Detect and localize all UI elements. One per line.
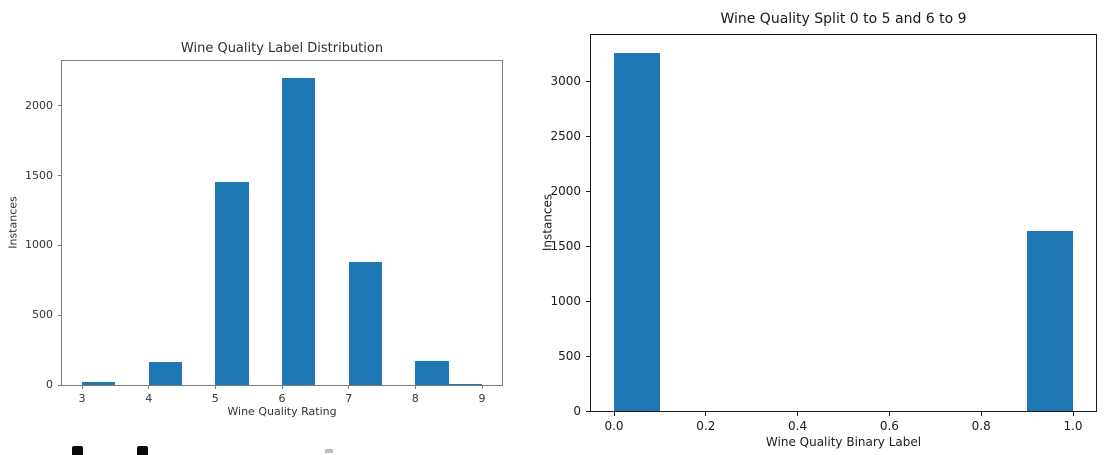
cropped-text-artifact bbox=[137, 446, 148, 455]
histogram-bar bbox=[415, 360, 449, 385]
x-axis-tick-mark bbox=[81, 386, 83, 389]
x-axis-tick-label: 0.8 bbox=[971, 419, 991, 433]
x-axis-tick-label: 7 bbox=[345, 392, 353, 405]
cropped-text-artifact bbox=[72, 446, 83, 455]
x-axis-tick-label: 0.6 bbox=[879, 419, 899, 433]
left-chart-title: Wine Quality Label Distribution bbox=[180, 41, 384, 56]
right-chart-x-axis-label: Wine Quality Binary Label bbox=[765, 435, 922, 449]
y-axis-tick-mark bbox=[58, 244, 61, 246]
y-axis-tick-label: 2000 bbox=[25, 98, 53, 112]
x-axis-tick-mark bbox=[348, 386, 350, 389]
histogram-bar bbox=[82, 382, 116, 385]
y-axis-tick-label: 3000 bbox=[550, 74, 581, 89]
histogram-bar bbox=[282, 78, 316, 385]
y-axis-tick-label: 1500 bbox=[25, 168, 53, 182]
y-axis-tick-label: 0 bbox=[573, 404, 581, 418]
x-axis-tick-mark bbox=[888, 412, 890, 416]
histogram-bar bbox=[614, 52, 660, 411]
y-axis-tick-mark bbox=[586, 410, 590, 412]
y-axis-tick-label: 2000 bbox=[550, 184, 581, 199]
x-axis-tick-mark bbox=[705, 412, 707, 416]
y-axis-tick-label: 2500 bbox=[550, 129, 581, 144]
left-chart-y-axis-label: Instances bbox=[6, 196, 20, 249]
histogram-bar bbox=[215, 181, 249, 385]
y-axis-tick-mark bbox=[586, 190, 590, 192]
x-axis-tick-mark bbox=[1072, 412, 1074, 416]
y-axis-tick-label: 0 bbox=[46, 378, 53, 391]
x-axis-tick-mark bbox=[980, 412, 982, 416]
y-axis-tick-mark bbox=[586, 135, 590, 137]
right-chart-plot-area: 0.0 0.2 0.4 0.6 0.8 1.0 0 500 1000 1500 2000 2500 30… bbox=[550, 34, 1097, 433]
y-axis-tick-mark bbox=[586, 300, 590, 302]
right-chart-title: Wine Quality Split 0 to 5 and 6 to 9 bbox=[720, 11, 967, 27]
y-axis-tick-mark bbox=[586, 355, 590, 357]
histogram-bar bbox=[1027, 230, 1073, 411]
x-axis-tick-label: 5 bbox=[211, 392, 219, 405]
y-axis-tick-label: 1000 bbox=[25, 238, 53, 252]
cropped-text-artifact bbox=[325, 449, 333, 453]
x-axis-tick-label: 4 bbox=[145, 392, 153, 405]
y-axis-tick-label: 500 bbox=[558, 349, 581, 363]
x-axis-tick-label: 0.2 bbox=[696, 419, 716, 433]
y-axis-tick-mark bbox=[58, 105, 61, 107]
x-axis-tick-label: 0.4 bbox=[788, 419, 808, 433]
x-axis-tick-mark bbox=[481, 386, 483, 389]
x-axis-tick-label: 3 bbox=[78, 392, 86, 405]
histogram-bar bbox=[448, 384, 482, 385]
x-axis-tick-label: 6 bbox=[278, 392, 286, 405]
x-axis-tick-mark bbox=[281, 386, 283, 389]
x-axis-tick-label: 1.0 bbox=[1063, 419, 1083, 433]
x-axis-tick-mark bbox=[797, 412, 799, 416]
histogram-bar bbox=[148, 362, 182, 385]
histogram-bar bbox=[348, 262, 382, 385]
y-axis-tick-mark bbox=[586, 245, 590, 247]
x-axis-tick-mark bbox=[414, 386, 416, 389]
left-chart-plot-area: 3 4 5 6 7 8 9 0 500 1000 1500 2000 bbox=[25, 60, 503, 405]
right-chart-y-axis-label: Instances bbox=[540, 193, 555, 252]
x-axis-tick-label: 9 bbox=[478, 392, 486, 405]
y-axis-tick-label: 1000 bbox=[550, 294, 581, 309]
x-axis-tick-mark bbox=[613, 412, 615, 416]
x-axis-tick-label: 0.0 bbox=[604, 419, 624, 433]
x-axis-tick-mark bbox=[214, 386, 216, 389]
y-axis-tick-label: 1500 bbox=[550, 239, 581, 254]
y-axis-tick-mark bbox=[58, 175, 61, 176]
left-chart-x-axis-label: Wine Quality Rating bbox=[227, 405, 337, 418]
y-axis-tick-label: 500 bbox=[32, 308, 53, 322]
x-axis-tick-label: 8 bbox=[411, 392, 419, 405]
x-axis-tick-mark bbox=[148, 386, 150, 389]
y-axis-tick-mark bbox=[58, 384, 61, 386]
y-axis-tick-mark bbox=[58, 314, 61, 316]
y-axis-tick-mark bbox=[586, 80, 590, 82]
